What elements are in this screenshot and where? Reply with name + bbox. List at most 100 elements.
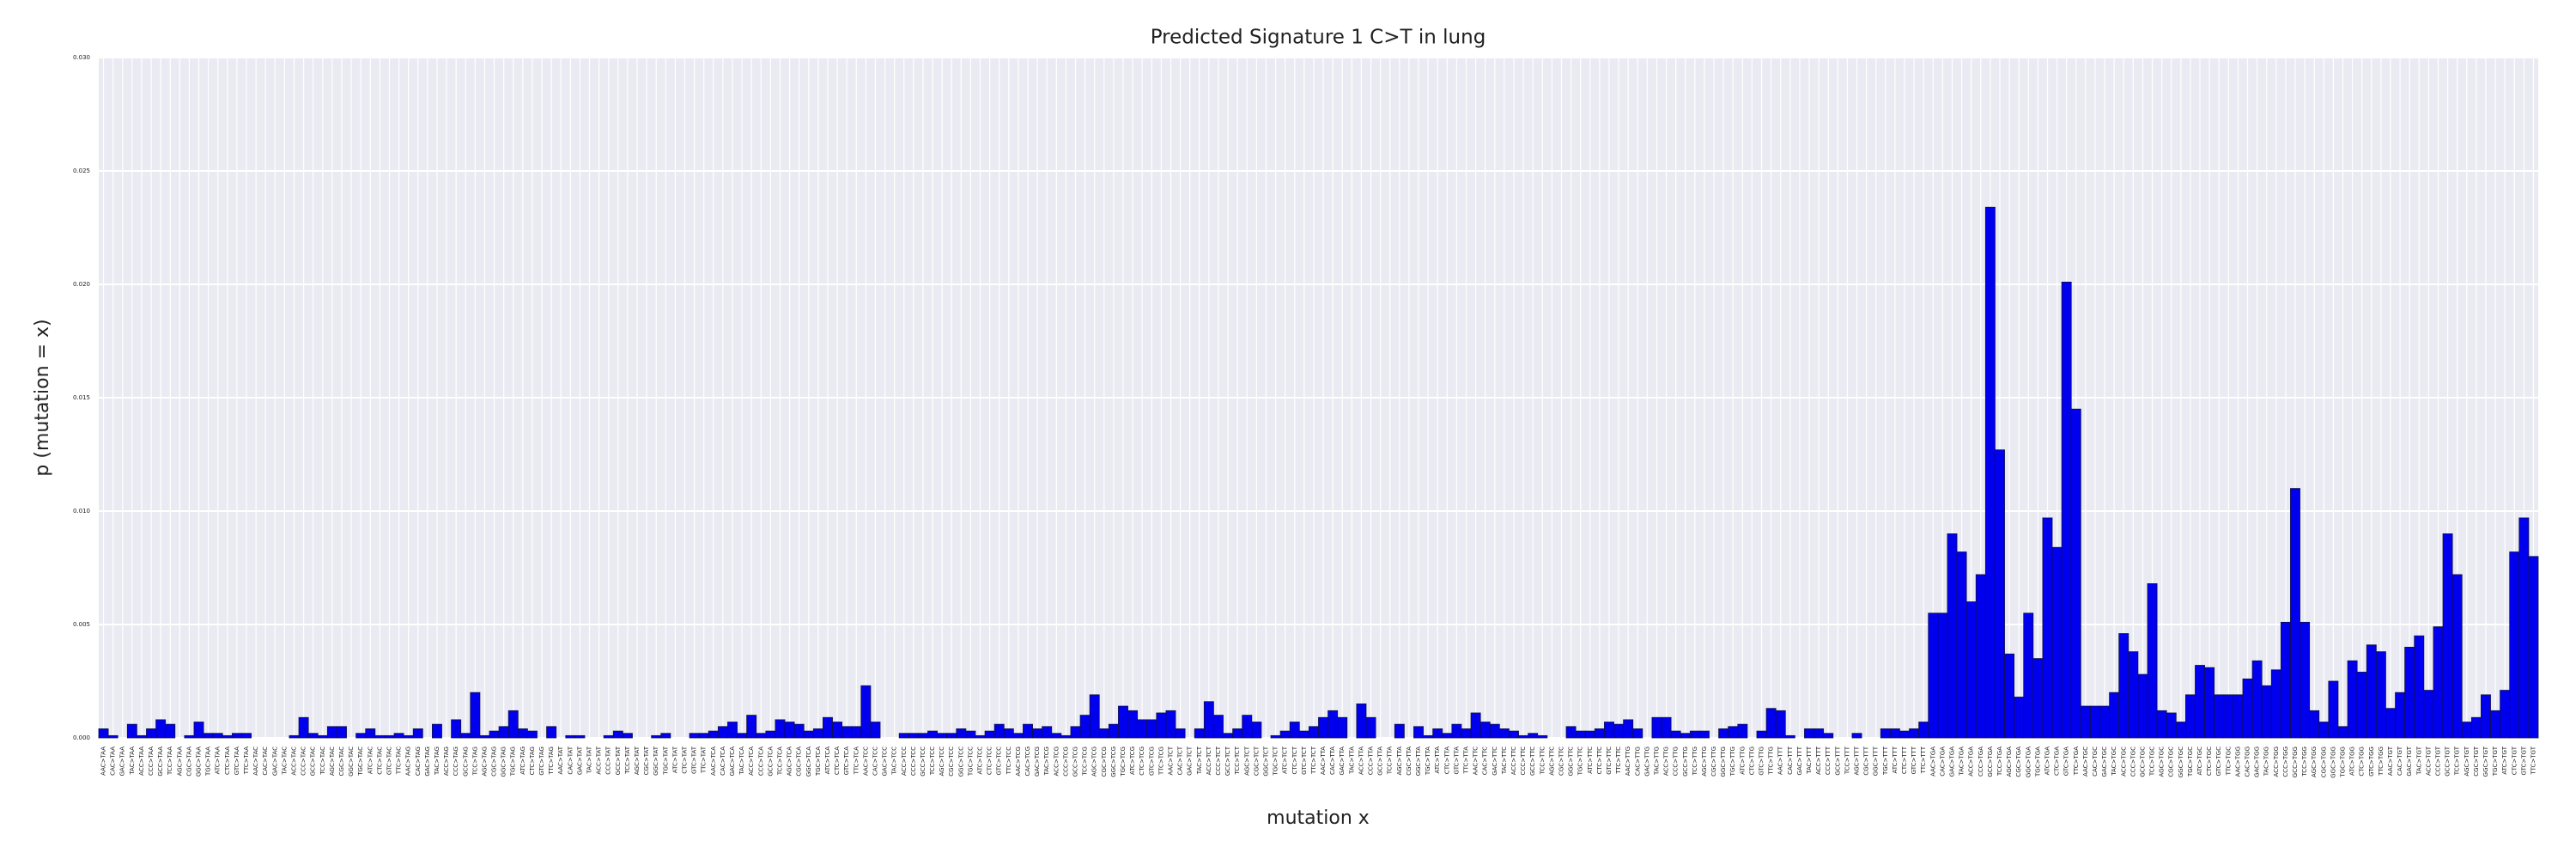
- x-tick-label: AAC>TTA: [1320, 746, 1327, 775]
- bar: [1680, 733, 1691, 739]
- bar: [498, 726, 509, 739]
- bar: [1012, 733, 1024, 739]
- x-tick-label: CAC>TCG: [1024, 746, 1031, 776]
- bar: [2423, 690, 2434, 739]
- x-tick-label: CTC>TAG: [529, 746, 536, 775]
- bar: [326, 726, 337, 739]
- y-tick-label: 0.020: [73, 281, 90, 288]
- x-tick-label: TGC>TCT: [1273, 746, 1279, 776]
- x-tick-label: ATC>TGT: [2501, 746, 2508, 774]
- x-tick-label: CGC>TGG: [2320, 746, 2327, 777]
- bar: [2461, 722, 2472, 739]
- x-tick-label: TAC>TGT: [2415, 746, 2422, 776]
- x-tick-label: GGC>TAT: [653, 746, 659, 776]
- x-tick-label: ACC>TGG: [2273, 746, 2280, 777]
- bar: [1804, 728, 1814, 739]
- x-tick-label: TAC>TGA: [1959, 746, 1965, 777]
- x-tick-label: GTC>TAT: [691, 746, 698, 774]
- x-tick-label: GAC>TAG: [424, 746, 431, 777]
- bar: [2309, 710, 2320, 739]
- x-tick-label: CCC>TGG: [2282, 746, 2289, 777]
- x-tick-label: CCC>TCT: [1215, 746, 1222, 775]
- x-tick-label: CGC>TTA: [1406, 746, 1413, 776]
- bar: [2442, 533, 2453, 739]
- bar: [1413, 726, 1424, 739]
- x-tick-label: TTC>TGC: [2225, 746, 2232, 776]
- bar: [2156, 710, 2167, 739]
- bar: [1242, 715, 1253, 739]
- bar: [823, 716, 833, 739]
- bar: [2175, 722, 2186, 739]
- bar: [1213, 715, 1224, 739]
- x-tick-label: TTC>TCT: [1310, 746, 1317, 775]
- x-tick-label: CGC>TAC: [338, 746, 345, 776]
- x-tick-label: ATC>TAT: [671, 746, 678, 773]
- y-tick-label: 0.030: [73, 54, 90, 61]
- x-tick-label: CGC>TTT: [1863, 746, 1870, 775]
- x-tick-label: TAC>TCA: [738, 746, 745, 776]
- bar: [717, 726, 728, 739]
- x-tick-label: AAC>TAG: [405, 746, 412, 776]
- x-tick-label: TTC>TTG: [1768, 746, 1775, 776]
- bar: [2300, 621, 2311, 739]
- x-tick-label: GAC>TTT: [1796, 746, 1803, 775]
- bar: [1889, 728, 1900, 739]
- bar: [2004, 653, 2015, 739]
- x-tick-label: TAC>TAT: [586, 746, 593, 774]
- bar: [1356, 704, 1367, 739]
- x-tick-label: TGC>TAA: [205, 746, 212, 777]
- bar: [2099, 705, 2111, 739]
- bar: [2023, 612, 2034, 739]
- bar: [765, 730, 776, 739]
- bar: [365, 728, 376, 739]
- bar: [403, 734, 414, 739]
- bar: [2414, 635, 2425, 739]
- x-tick-label: ACC>TAG: [443, 746, 450, 776]
- x-tick-label: TAC>TCC: [891, 746, 898, 776]
- x-tick-label: ACC>TAA: [138, 746, 145, 776]
- x-tick-label: CAC>TAT: [567, 746, 574, 774]
- x-tick-label: GAC>TCG: [1034, 746, 1041, 777]
- x-tick-label: ACC>TTG: [1663, 746, 1670, 776]
- bar: [1956, 551, 1967, 739]
- bar: [2270, 669, 2281, 739]
- bar: [1718, 728, 1729, 739]
- bar: [2385, 708, 2396, 739]
- bar: [1223, 733, 1234, 739]
- x-tick-label: ATC>TTA: [1434, 746, 1441, 774]
- bar: [812, 728, 823, 739]
- y-tick-label: 0.000: [73, 734, 90, 741]
- bar: [1498, 728, 1510, 739]
- bar: [2433, 626, 2444, 739]
- x-tick-label: ATC>TCT: [1282, 746, 1289, 774]
- bar: [1194, 728, 1205, 739]
- bar: [1060, 734, 1072, 739]
- x-tick-label: TCC>TCA: [776, 746, 783, 776]
- x-tick-label: GGC>TGG: [2330, 746, 2336, 778]
- x-tick-label: TTC>TAT: [701, 746, 708, 774]
- bar: [1651, 716, 1662, 739]
- bar: [1327, 710, 1339, 739]
- x-tick-label: CCC>TCA: [757, 746, 764, 776]
- bar: [203, 733, 214, 739]
- x-tick-label: GTC>TGC: [2215, 746, 2222, 776]
- bar: [917, 733, 928, 739]
- x-tick-label: GCC>TCT: [1224, 746, 1231, 776]
- bar: [1670, 730, 1681, 739]
- x-tick-label: GTC>TCT: [1301, 746, 1308, 775]
- x-tick-label: CTC>TTC: [1596, 746, 1603, 775]
- x-tick-label: TTC>TGG: [2378, 746, 2385, 777]
- bar: [1365, 716, 1376, 739]
- x-tick-label: GAC>TCA: [729, 746, 736, 777]
- x-tick-label: ATC>TGG: [2349, 746, 2356, 776]
- bar: [1784, 734, 1795, 739]
- x-tick-label: ACC>TAT: [596, 746, 603, 774]
- bar: [612, 730, 623, 739]
- bar: [1699, 730, 1710, 739]
- x-tick-label: AGC>TCA: [787, 746, 793, 777]
- x-tick-label: TAC>TAG: [434, 746, 440, 776]
- labels: 0.000 0.005 0.010 0.015 0.020 0.025 0.030 AAC>T…: [73, 54, 2537, 778]
- x-tick-label: TTC>TAA: [243, 746, 250, 775]
- bar: [384, 734, 395, 739]
- x-tick-label: CCC>TTG: [1673, 746, 1680, 776]
